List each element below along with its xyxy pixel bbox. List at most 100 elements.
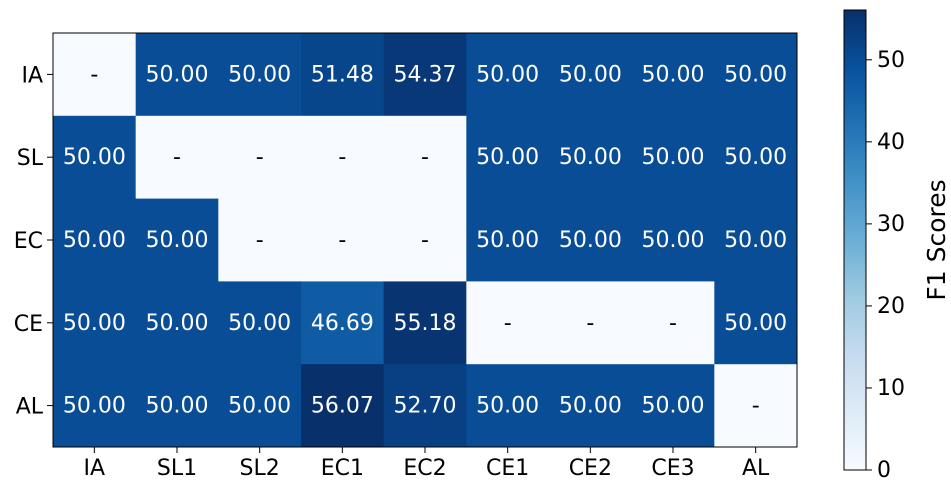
heatmap-cell-AL-CE1 <box>466 364 550 448</box>
cell-label-EC-SL1: 50.00 <box>146 228 209 253</box>
y-tick-label: SL <box>17 146 44 171</box>
heatmap-cell-AL-SL2 <box>218 364 302 448</box>
heatmap-cell-EC-CE1 <box>466 198 550 282</box>
cell-label-AL-IA: 50.00 <box>63 394 126 419</box>
cell-label-SL-CE3: 50.00 <box>642 145 705 170</box>
cell-label-AL-CE2: 50.00 <box>559 394 622 419</box>
cell-label-SL-CE1: 50.00 <box>476 145 539 170</box>
y-tick-label: AL <box>16 395 44 420</box>
x-tick-label: CE3 <box>651 456 694 481</box>
heatmap-cell-IA-CE1 <box>466 33 550 117</box>
cell-label-CE-CE2: - <box>586 311 594 336</box>
y-axis: IA SL EC CE AL <box>14 63 53 420</box>
colorbar-label: F1 Scores <box>922 179 951 300</box>
heatmap-cell-SL-SL2 <box>218 115 302 200</box>
heatmap-cell-EC-SL2 <box>218 198 302 282</box>
x-tick-label: CE2 <box>569 456 612 481</box>
heatmap-cell-EC-CE2 <box>549 198 633 282</box>
cell-label-IA-SL2: 50.00 <box>228 62 291 87</box>
cell-label-AL-SL2: 50.00 <box>228 394 291 419</box>
heatmap-cell-IA-IA <box>53 33 137 117</box>
cell-label-CE-SL1: 50.00 <box>146 311 209 336</box>
heatmap-cell-CE-CE3 <box>631 281 715 365</box>
x-axis: IA SL1 SL2 EC1 EC2 CE1 CE2 CE3 AL <box>84 447 770 481</box>
heatmap-cell-SL-EC1 <box>301 115 385 200</box>
heatmap-cell-IA-CE2 <box>549 33 633 117</box>
heatmap-cell-CE-EC2 <box>383 281 467 365</box>
cell-label-CE-EC2: 55.18 <box>394 311 457 336</box>
y-tick-label: EC <box>14 229 43 254</box>
cell-label-IA-CE3: 50.00 <box>642 62 705 87</box>
heatmap-cell-SL-SL1 <box>135 115 219 200</box>
cell-label-SL-CE2: 50.00 <box>559 145 622 170</box>
heatmap-cells <box>53 33 798 448</box>
heatmap-cell-AL-SL1 <box>135 364 219 448</box>
cell-label-IA-EC2: 54.37 <box>394 62 457 87</box>
cell-label-AL-EC2: 52.70 <box>394 394 457 419</box>
cell-label-CE-IA: 50.00 <box>63 311 126 336</box>
heatmap-cell-CE-AL <box>714 281 798 365</box>
colorbar-tick-label: 50 <box>877 48 905 73</box>
cell-label-EC-EC2: - <box>421 228 429 253</box>
heatmap-cell-CE-EC1 <box>301 281 385 365</box>
heatmap-cell-labels: - 50.00 50.00 51.48 54.37 50.00 50.00 50.00 50.0… <box>63 62 787 418</box>
heatmap-cell-SL-CE2 <box>549 115 633 200</box>
cell-label-SL-SL2: - <box>256 145 264 170</box>
cell-label-SL-AL: 50.00 <box>724 145 787 170</box>
cell-label-EC-CE2: 50.00 <box>559 228 622 253</box>
heatmap-cell-CE-SL2 <box>218 281 302 365</box>
heatmap-cell-EC-AL <box>714 198 798 282</box>
cell-label-EC-EC1: - <box>338 228 346 253</box>
cell-label-EC-AL: 50.00 <box>724 228 787 253</box>
heatmap-cell-IA-AL <box>714 33 798 117</box>
cell-label-AL-SL1: 50.00 <box>146 394 209 419</box>
cell-label-IA-IA: - <box>90 62 98 87</box>
heatmap-cell-AL-EC2 <box>383 364 467 448</box>
x-tick-label: EC1 <box>321 456 364 481</box>
heatmap-cell-CE-IA <box>53 281 137 365</box>
heatmap-cell-CE-CE1 <box>466 281 550 365</box>
heatmap-cell-SL-IA <box>53 115 137 200</box>
cell-label-EC-IA: 50.00 <box>63 228 126 253</box>
colorbar-ticks: 0 10 20 30 40 50 <box>866 48 905 483</box>
cell-label-SL-EC1: - <box>338 145 346 170</box>
cell-label-SL-EC2: - <box>421 145 429 170</box>
heatmap-cell-IA-SL1 <box>135 33 219 117</box>
x-tick-label: SL1 <box>157 456 197 481</box>
x-tick-label: SL2 <box>240 456 280 481</box>
x-tick-label: AL <box>742 456 770 481</box>
heatmap-cell-EC-SL1 <box>135 198 219 282</box>
heatmap-cell-IA-SL2 <box>218 33 302 117</box>
cell-label-IA-EC1: 51.48 <box>311 62 374 87</box>
heatmap-cell-AL-CE3 <box>631 364 715 448</box>
cell-label-SL-SL1: - <box>173 145 181 170</box>
cell-label-AL-AL: - <box>752 394 760 419</box>
cell-label-IA-CE2: 50.00 <box>559 62 622 87</box>
colorbar-tick-label: 30 <box>877 212 905 237</box>
heatmap-cell-IA-EC2 <box>383 33 467 117</box>
heatmap-cell-SL-AL <box>714 115 798 200</box>
heatmap-cell-EC-CE3 <box>631 198 715 282</box>
cell-label-EC-SL2: - <box>256 228 264 253</box>
colorbar-gradient <box>843 9 867 471</box>
cell-label-IA-AL: 50.00 <box>724 62 787 87</box>
colorbar-tick-label: 20 <box>877 294 905 319</box>
heatmap-cell-EC-IA <box>53 198 137 282</box>
colorbar-tick-label: 0 <box>877 458 891 483</box>
cell-label-EC-CE3: 50.00 <box>642 228 705 253</box>
heatmap-cell-IA-CE3 <box>631 33 715 117</box>
cell-label-AL-EC1: 56.07 <box>311 394 374 419</box>
cell-label-AL-CE3: 50.00 <box>642 394 705 419</box>
colorbar-tick-label: 10 <box>877 376 905 401</box>
heatmap-cell-CE-CE2 <box>549 281 633 365</box>
cell-label-AL-CE1: 50.00 <box>476 394 539 419</box>
heatmap-cell-AL-EC1 <box>301 364 385 448</box>
cell-label-CE-CE1: - <box>504 311 512 336</box>
colorbar-tick-label: 40 <box>877 130 905 155</box>
y-tick-label: IA <box>21 63 43 88</box>
cell-label-CE-SL2: 50.00 <box>228 311 291 336</box>
heatmap-cell-SL-CE1 <box>466 115 550 200</box>
heatmap-cell-IA-EC1 <box>301 33 385 117</box>
cell-label-IA-SL1: 50.00 <box>146 62 209 87</box>
